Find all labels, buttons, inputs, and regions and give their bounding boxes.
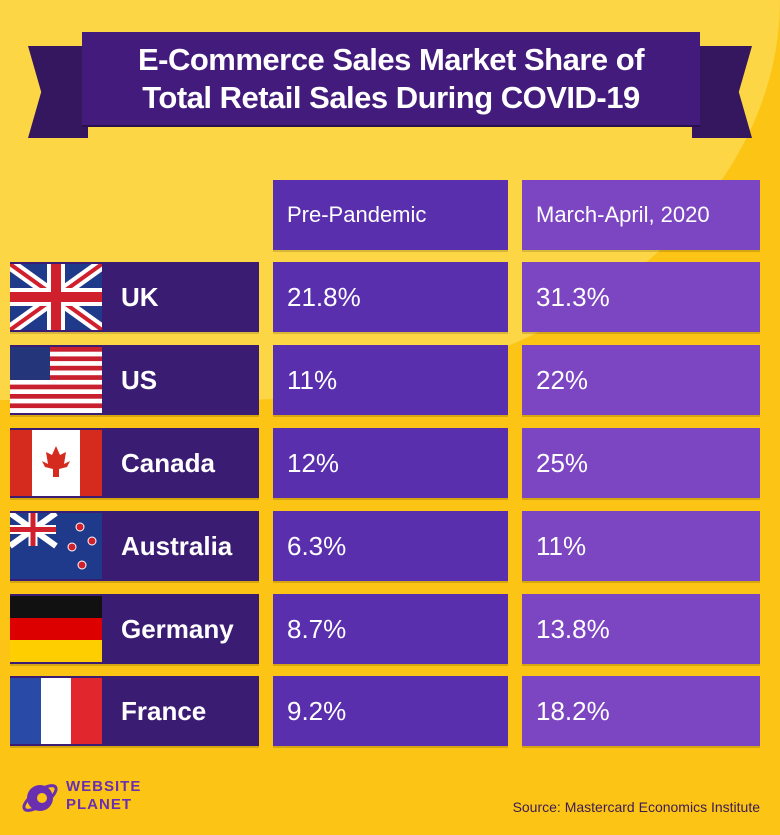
country-cell: UK — [10, 262, 259, 332]
title-banner: E-Commerce Sales Market Share of Total Re… — [82, 32, 700, 125]
column-header-march-april: March-April, 2020 — [522, 180, 760, 250]
country-label: UK — [121, 281, 159, 312]
pre-pandemic-value: 11% — [273, 345, 508, 415]
country-label: Australia — [121, 530, 233, 561]
march-april-value: 11% — [522, 511, 760, 581]
planet-logo-icon — [22, 784, 58, 812]
country-label: France — [121, 695, 207, 726]
pre-pandemic-value: 6.3% — [273, 511, 508, 581]
pre-pandemic-value: 21.8% — [273, 262, 508, 332]
us-flag-icon — [10, 347, 102, 413]
country-label: Germany — [121, 613, 234, 644]
title-line-1: E-Commerce Sales Market Share of — [137, 41, 645, 77]
country-label: Canada — [121, 447, 215, 478]
country-cell: US — [10, 345, 259, 415]
uk-flag-icon — [10, 264, 102, 330]
country-cell: Australia — [10, 511, 259, 581]
title-line-2: Total Retail Sales During COVID-19 — [142, 79, 640, 115]
country-cell: France — [10, 676, 259, 746]
march-april-value: 13.8% — [522, 594, 760, 664]
page-title: E-Commerce Sales Market Share of Total Re… — [137, 41, 645, 117]
country-label: US — [121, 364, 158, 395]
france-flag-icon — [10, 678, 102, 744]
march-april-value: 25% — [522, 428, 760, 498]
website-planet-logo: WEBSITE PLANET — [20, 776, 141, 816]
australia-flag-icon — [10, 513, 102, 579]
march-april-value: 18.2% — [522, 676, 760, 746]
source-note: Source: Mastercard Economics Institute — [512, 799, 760, 815]
column-header-pre-pandemic: Pre-Pandemic — [273, 180, 508, 250]
march-april-value: 31.3% — [522, 262, 760, 332]
logo-text-2: PLANET — [66, 796, 132, 813]
pre-pandemic-value: 8.7% — [273, 594, 508, 664]
germany-flag-icon — [10, 596, 102, 662]
country-cell: Canada — [10, 428, 259, 498]
pre-pandemic-value: 9.2% — [273, 676, 508, 746]
march-april-value: 22% — [522, 345, 760, 415]
country-cell: Germany — [10, 594, 259, 664]
pre-pandemic-value: 12% — [273, 428, 508, 498]
logo-text-1: WEBSITE — [66, 778, 142, 795]
canada-flag-icon — [10, 430, 102, 496]
